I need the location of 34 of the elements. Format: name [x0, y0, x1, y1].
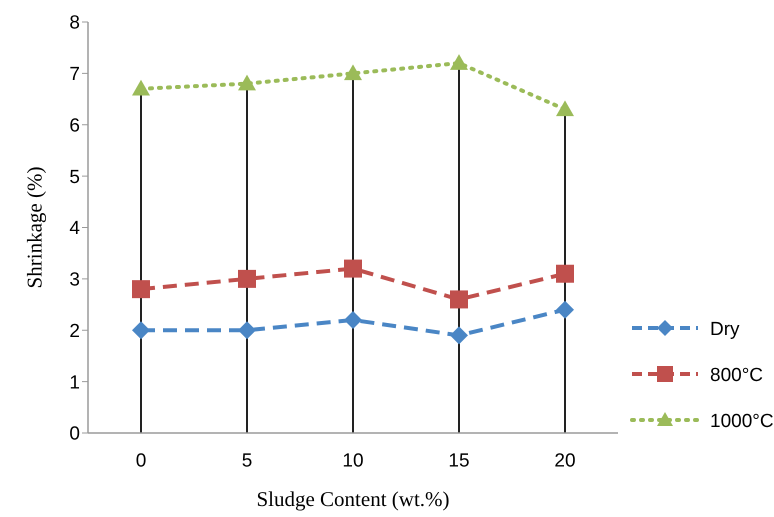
- y-tick-label: 1: [69, 372, 80, 394]
- y-tick-label: 5: [69, 166, 80, 188]
- legend-label: 800°C: [710, 365, 764, 386]
- point: [344, 260, 362, 278]
- point: [556, 300, 574, 319]
- x-tick-label: 0: [136, 450, 146, 472]
- x-axis-title: Sludge Content (wt.%): [256, 486, 450, 511]
- point: [132, 280, 150, 298]
- x-tick-label: 20: [554, 450, 576, 472]
- point: [556, 264, 574, 283]
- point: [450, 290, 468, 308]
- y-tick-label: 7: [69, 64, 80, 86]
- point: [132, 321, 150, 340]
- point: [344, 64, 362, 80]
- x-tick-label: 5: [242, 450, 252, 472]
- y-tick-label: 2: [69, 320, 80, 342]
- y-tick-label: 0: [69, 424, 80, 445]
- point: [238, 74, 256, 90]
- point: [450, 54, 468, 70]
- x-tick-label: 15: [448, 450, 470, 472]
- point: [238, 321, 256, 340]
- legend-label: Dry: [710, 319, 740, 340]
- y-axis-title: Shrinkage (%): [22, 166, 46, 288]
- point: [344, 310, 362, 329]
- legend-label: 1000°C: [710, 411, 774, 432]
- point: [238, 270, 256, 288]
- point: [450, 326, 468, 344]
- y-tick-label: 3: [69, 270, 80, 291]
- point: [132, 80, 150, 96]
- y-tick-label: 6: [69, 115, 80, 136]
- y-tick-label: 8: [69, 12, 80, 34]
- x-tick-label: 10: [342, 450, 364, 472]
- y-tick-label: 4: [69, 218, 80, 240]
- point: [556, 100, 574, 116]
